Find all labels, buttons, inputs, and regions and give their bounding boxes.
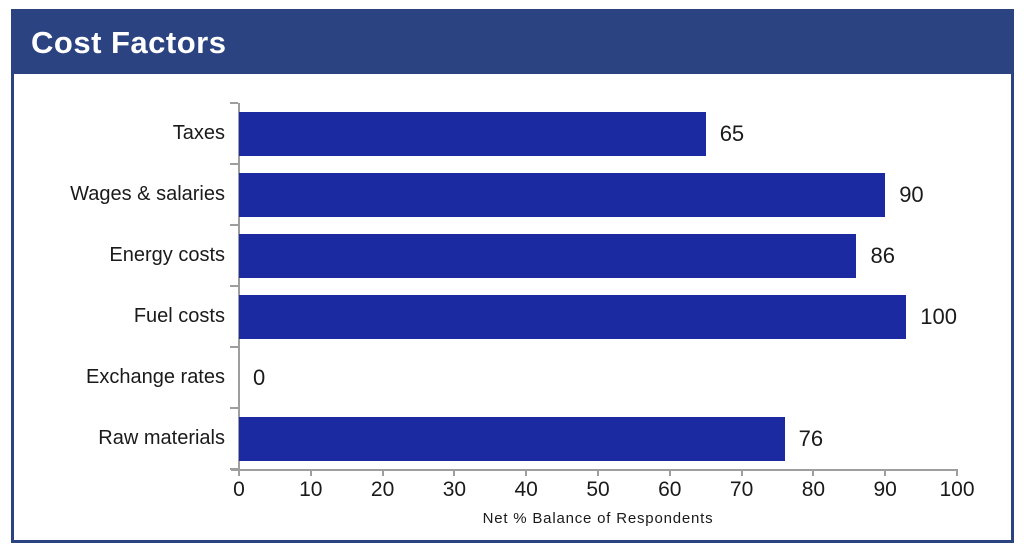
x-axis-title: Net % Balance of Respondents bbox=[482, 510, 714, 527]
x-tick-mark bbox=[740, 470, 743, 476]
table-row: Raw materials 76 bbox=[14, 408, 974, 469]
category-label: Raw materials bbox=[98, 427, 225, 449]
x-tick-label: 50 bbox=[586, 478, 610, 501]
bar bbox=[239, 416, 785, 461]
category-label: Fuel costs bbox=[133, 305, 225, 327]
data-label: 100 bbox=[920, 303, 957, 329]
table-row: Fuel costs 100 bbox=[14, 286, 974, 347]
category-label: Wages & salaries bbox=[70, 183, 225, 205]
bar-rows: Taxes 65 Wages & salaries 90 Energy costs 86 F… bbox=[14, 103, 974, 469]
table-row: Exchange rates 0 bbox=[14, 347, 974, 408]
y-tick-mark bbox=[230, 163, 238, 165]
y-tick-mark bbox=[230, 224, 238, 226]
x-tick-mark bbox=[238, 470, 240, 476]
data-label: 76 bbox=[798, 425, 824, 451]
x-tick-label: 10 bbox=[299, 478, 323, 501]
x-tick-label: 30 bbox=[442, 478, 467, 501]
x-tick-mark bbox=[525, 470, 528, 476]
x-tick-mark bbox=[884, 470, 887, 476]
table-row: Energy costs 86 bbox=[14, 225, 974, 286]
x-axis-line bbox=[231, 469, 958, 471]
title-bar: Cost Factors bbox=[14, 12, 1011, 74]
category-label: Taxes bbox=[172, 122, 225, 144]
bar bbox=[239, 172, 886, 217]
bar-track: 76 bbox=[239, 416, 957, 461]
y-tick-mark bbox=[230, 102, 238, 104]
bar-chart: Taxes 65 Wages & salaries 90 Energy costs 86 F… bbox=[14, 74, 1011, 540]
page-title: Cost Factors bbox=[31, 25, 227, 60]
x-tick-label: 70 bbox=[729, 478, 754, 501]
category-label: Exchange rates bbox=[86, 366, 225, 388]
data-label: 90 bbox=[899, 181, 924, 207]
x-tick-label: 90 bbox=[873, 478, 897, 501]
y-tick-mark bbox=[230, 346, 238, 348]
bar bbox=[239, 111, 706, 156]
bar-track: 65 bbox=[239, 111, 957, 156]
x-tick-label: 80 bbox=[801, 478, 826, 501]
x-tick-label: 60 bbox=[658, 478, 682, 501]
y-tick-mark bbox=[230, 407, 238, 409]
bar-track: 100 bbox=[239, 294, 957, 339]
x-tick-label: 100 bbox=[939, 478, 975, 501]
bar bbox=[239, 233, 857, 278]
bar bbox=[239, 294, 907, 339]
x-tick-mark bbox=[381, 470, 384, 476]
x-tick-mark bbox=[453, 470, 456, 476]
y-axis-line bbox=[238, 103, 240, 470]
x-tick-mark bbox=[668, 470, 671, 476]
chart-panel: Cost Factors Taxes 65 Wages & salaries 90 En… bbox=[11, 9, 1014, 543]
bar-track: 90 bbox=[239, 172, 957, 217]
table-row: Wages & salaries 90 bbox=[14, 164, 974, 225]
x-tick-mark bbox=[309, 470, 312, 476]
bar-track: 86 bbox=[239, 233, 957, 278]
y-tick-mark bbox=[230, 285, 238, 287]
table-row: Taxes 65 bbox=[14, 103, 974, 164]
x-tick-label: 40 bbox=[514, 478, 538, 501]
x-tick-mark bbox=[597, 470, 599, 476]
data-label: 0 bbox=[253, 364, 266, 390]
x-tick-mark bbox=[956, 470, 958, 476]
x-tick-label: 20 bbox=[370, 478, 395, 501]
bar-track: 0 bbox=[239, 356, 957, 400]
x-tick-label: 0 bbox=[233, 478, 245, 501]
data-label: 86 bbox=[870, 242, 895, 268]
data-label: 65 bbox=[719, 120, 745, 146]
category-label: Energy costs bbox=[109, 244, 225, 266]
x-tick-mark bbox=[812, 470, 815, 476]
